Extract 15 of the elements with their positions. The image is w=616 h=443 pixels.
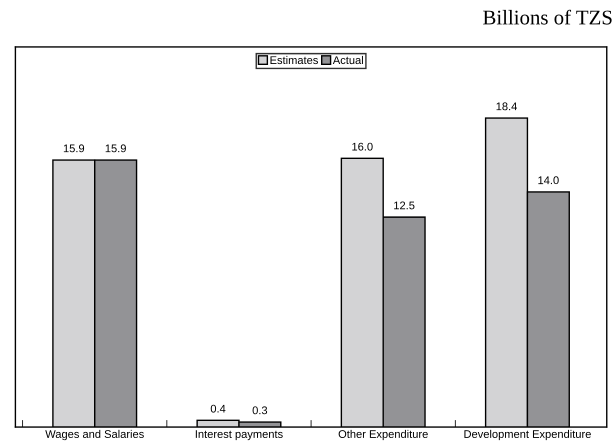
x-tick-label: Other Expenditure xyxy=(338,430,428,440)
data-label: 12.5 xyxy=(394,202,414,210)
data-label: 14.0 xyxy=(538,176,559,184)
chart-title: Billions of TZS xyxy=(483,10,612,25)
data-label: 18.4 xyxy=(496,102,518,110)
data-label: 16.0 xyxy=(352,142,373,151)
legend-label: Actual xyxy=(332,56,363,64)
data-label: 15.9 xyxy=(106,144,126,152)
x-tick-label: Wages and Salaries xyxy=(45,430,144,440)
x-tick-label: Development Expenditure xyxy=(464,430,591,440)
data-label: 0.3 xyxy=(252,406,268,414)
x-tick-label: Interest payments xyxy=(196,430,283,440)
data-label: 15.9 xyxy=(64,144,84,152)
data-label: 0.4 xyxy=(210,404,226,413)
legend-label: Estimates xyxy=(270,56,318,64)
